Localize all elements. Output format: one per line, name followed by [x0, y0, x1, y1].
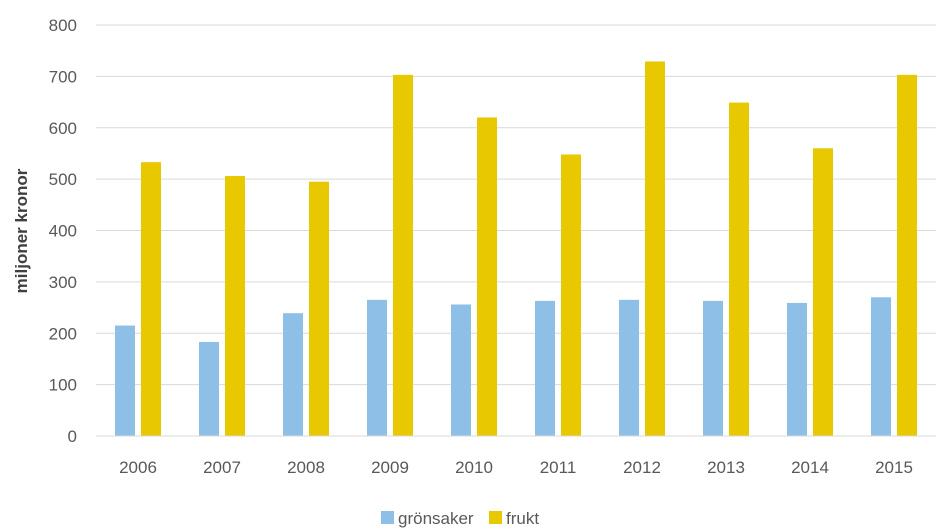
bar-gronsaker-2007	[199, 341, 219, 436]
bar-frukt-2007	[225, 176, 245, 437]
bar-gronsaker-2011	[535, 300, 555, 436]
gridlines	[96, 24, 936, 386]
bar-gronsaker-2008	[283, 313, 303, 436]
bar-gronsaker-2010	[451, 304, 471, 436]
bar-frukt-2009	[393, 74, 413, 437]
x-tick-label: 2009	[371, 458, 409, 477]
x-tick-label: 2007	[203, 458, 241, 477]
y-tick-label: 600	[49, 119, 77, 138]
bar-gronsaker-2012	[619, 299, 639, 436]
bar-frukt-2008	[309, 181, 329, 436]
bar-gronsaker-2009	[367, 299, 387, 436]
y-tick-label: 200	[49, 324, 77, 343]
x-axis-tick-labels: 2006 2007 2008 2009 2010 2011 2012 2013 2014 2015	[119, 458, 913, 477]
legend: grönsaker frukt	[381, 509, 539, 528]
y-tick-label: 400	[49, 222, 77, 241]
x-tick-label: 2006	[119, 458, 157, 477]
bar-frukt-2006	[141, 162, 161, 436]
bar-gronsaker-2014	[787, 302, 807, 436]
bars	[115, 61, 917, 437]
bar-frukt-2012	[645, 61, 665, 436]
x-tick-label: 2010	[455, 458, 493, 477]
bar-frukt-2015	[897, 74, 917, 437]
y-tick-label: 100	[49, 376, 77, 395]
bar-frukt-2011	[561, 154, 581, 436]
x-tick-label: 2014	[791, 458, 829, 477]
y-axis-tick-labels: 0 100 200 300 400 500 600 700 800	[49, 16, 77, 446]
bar-frukt-2010	[477, 117, 497, 436]
y-tick-label: 0	[68, 427, 77, 446]
legend-label-frukt: frukt	[506, 509, 539, 528]
x-tick-label: 2008	[287, 458, 325, 477]
bar-frukt-2014	[813, 148, 833, 437]
bar-gronsaker-2006	[115, 325, 135, 436]
bar-gronsaker-2015	[871, 297, 891, 436]
y-tick-label: 700	[49, 67, 77, 86]
bar-gronsaker-2013	[703, 300, 723, 436]
y-axis-title: miljoner kronor	[12, 168, 31, 293]
x-tick-label: 2012	[623, 458, 661, 477]
legend-label-gronsaker: grönsaker	[398, 509, 474, 528]
y-tick-label: 500	[49, 170, 77, 189]
bar-frukt-2013	[729, 102, 749, 437]
legend-swatch-gronsaker	[381, 511, 394, 524]
x-tick-label: 2013	[707, 458, 745, 477]
legend-swatch-frukt	[489, 511, 502, 524]
x-tick-label: 2011	[540, 458, 577, 477]
y-tick-label: 800	[49, 16, 77, 35]
y-tick-label: 300	[49, 273, 77, 292]
x-tick-label: 2015	[875, 458, 913, 477]
